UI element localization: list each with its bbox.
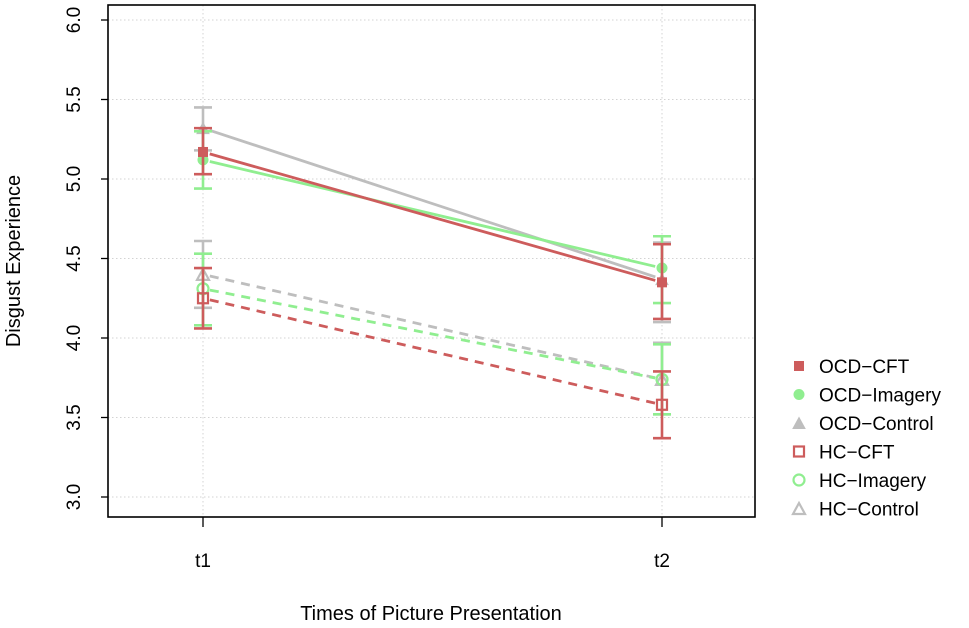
data-point (196, 292, 210, 305)
series-line (209, 160, 656, 268)
legend-marker (793, 389, 805, 400)
y-tick-label: 5.5 (64, 86, 85, 112)
y-tick-label: 6.0 (64, 7, 85, 33)
legend-label: HC−CFT (819, 443, 895, 464)
x-axis-title: Times of Picture Presentation (300, 603, 562, 625)
series-line (209, 298, 656, 405)
legend-label: OCD−Control (819, 414, 934, 435)
data-point (198, 146, 208, 157)
series-5 (194, 239, 671, 416)
series-group (194, 106, 671, 440)
grid (108, 5, 755, 517)
legend-label: HC−Imagery (819, 471, 927, 492)
legend-marker (792, 473, 806, 487)
legend-marker (794, 361, 804, 371)
y-axis-title: Disgust Experience (3, 175, 25, 347)
data-point (657, 277, 667, 288)
legend-marker (792, 416, 806, 429)
legend-label: HC−Control (819, 500, 919, 521)
plot-frame (107, 4, 756, 518)
y-tick-label: 5.0 (64, 166, 85, 192)
x-tick-label: t2 (654, 551, 670, 572)
legend: OCD−CFT OCD−Imagery OCD−Control HC−CFT HC−Im… (791, 357, 941, 521)
series-line (209, 128, 656, 279)
axes: 3.0 3.5 4.0 4.5 5.0 5.5 6.0 t1 t2 (64, 7, 670, 572)
legend-label: OCD−Imagery (819, 386, 941, 407)
x-tick-label: t1 (195, 551, 211, 572)
series-line (209, 152, 656, 282)
y-tick-label: 4.5 (64, 245, 85, 271)
legend-marker (792, 445, 806, 458)
series-3 (194, 266, 671, 440)
series-0 (194, 126, 671, 321)
legend-marker (791, 500, 807, 516)
series-line (209, 288, 656, 380)
y-tick-label: 3.0 (64, 484, 85, 510)
series-4 (194, 252, 671, 416)
y-tick-label: 3.5 (64, 404, 85, 430)
series-line (209, 274, 656, 380)
data-point (655, 398, 669, 411)
y-tick-label: 4.0 (64, 325, 85, 351)
legend-label: OCD−CFT (819, 357, 910, 378)
